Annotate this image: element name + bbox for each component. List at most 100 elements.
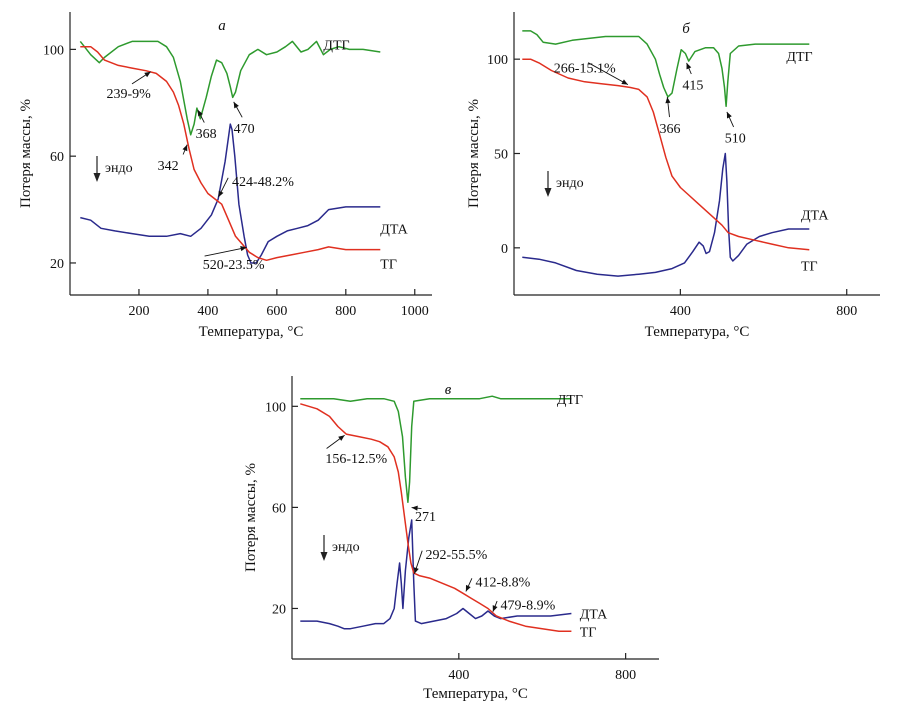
annotation-label: 342: [158, 159, 179, 174]
annotation: 424-48.2%: [218, 175, 294, 198]
y-tick-label: 100: [487, 53, 508, 68]
series-label-dtg: ДТГ: [323, 38, 349, 53]
x-tick-label: 800: [335, 304, 356, 319]
annotation-label: 266-15.1%: [554, 62, 616, 77]
annotation: 412-8.8%: [465, 576, 531, 592]
annotation-label: 470: [234, 122, 255, 137]
annotation: 271: [411, 505, 436, 525]
series-label-tg: ТГ: [580, 625, 597, 640]
y-tick-label: 0: [501, 242, 508, 257]
y-axis-title: Потеря массы, %: [18, 99, 34, 208]
annotation: 520-23.5%: [203, 246, 265, 273]
series-line-tg: [80, 45, 381, 262]
endo-indicator: эндо: [320, 535, 360, 561]
annotation-label: 424-48.2%: [232, 175, 294, 190]
y-axis-title: Потеря массы, %: [243, 463, 259, 572]
series-line-dta: [522, 152, 810, 277]
x-tick-label: 400: [448, 668, 469, 683]
x-tick-label: 800: [836, 304, 857, 319]
endo-label: эндо: [105, 161, 133, 176]
annotation-arrow-icon: [465, 584, 471, 592]
endo-indicator: эндо: [93, 156, 133, 182]
annotation-arrow-icon: [492, 605, 498, 612]
y-tick-label: 50: [494, 148, 508, 163]
x-axis-title: Температура, °C: [645, 324, 750, 340]
panel-a: 200 400 600 800 1000 20 60 100 Температура, °C По…: [18, 12, 432, 340]
series-line-dta: [80, 123, 381, 264]
annotation-label: 368: [196, 127, 217, 142]
x-tick-label: 800: [615, 668, 636, 683]
annotation-arrow-icon: [144, 71, 151, 78]
y-tick-label: 20: [272, 602, 286, 617]
series-label-dta: ДТА: [380, 223, 408, 238]
series-label-dta: ДТА: [580, 608, 608, 623]
y-axis-title: Потеря массы, %: [466, 99, 482, 208]
annotation: 266-15.1%: [554, 62, 629, 85]
annotation-label: 412-8.8%: [476, 576, 531, 591]
annotation: 479-8.9%: [492, 598, 556, 613]
x-tick-label: 600: [266, 304, 287, 319]
endo-arrowhead-icon: [320, 552, 328, 561]
annotation-label: 292-55.5%: [425, 548, 487, 563]
annotation-label: 520-23.5%: [203, 258, 265, 273]
x-tick-label: 1000: [401, 304, 429, 319]
annotation-label: 156-12.5%: [325, 452, 387, 467]
series-label-dtg: ДТГ: [786, 50, 812, 65]
y-tick-label: 60: [50, 150, 64, 165]
annotation-label: 510: [725, 132, 746, 147]
endo-label: эндо: [332, 540, 360, 555]
y-tick-label: 20: [50, 257, 64, 272]
series-line-dta: [300, 519, 572, 630]
annotation: 366: [659, 96, 680, 137]
annotation-label: 366: [659, 122, 680, 137]
annotation-leader: [587, 62, 629, 85]
annotation-arrow-icon: [665, 97, 671, 104]
panel-letter: б: [682, 21, 690, 37]
endo-arrowhead-icon: [544, 188, 552, 197]
series-line-dtg: [522, 30, 810, 108]
series-line-tg: [522, 58, 810, 251]
series-label-tg: ТГ: [801, 259, 818, 274]
series-label-dtg: ДТГ: [557, 393, 583, 408]
x-axis-title: Температура, °C: [199, 324, 304, 340]
series-label-dta: ДТА: [801, 209, 829, 224]
annotation-label: 239-9%: [106, 87, 151, 102]
annotation-arrow-icon: [240, 246, 247, 252]
annotation-arrow-icon: [686, 62, 692, 70]
annotation-arrow-icon: [411, 505, 418, 511]
series-label-tg: ТГ: [380, 257, 397, 272]
annotation-label: 271: [415, 510, 436, 525]
annotation-leader: [204, 246, 247, 257]
annotation-arrow-icon: [218, 190, 224, 198]
endo-indicator: эндо: [544, 171, 584, 197]
annotation-label: 479-8.9%: [501, 598, 556, 613]
endo-label: эндо: [556, 176, 584, 191]
y-tick-label: 60: [272, 501, 286, 516]
annotation: 292-55.5%: [413, 548, 488, 574]
y-tick-label: 100: [43, 43, 64, 58]
annotation: 156-12.5%: [325, 434, 388, 467]
annotation-arrow-icon: [197, 109, 203, 117]
panel-letter: в: [445, 382, 452, 398]
series-line-tg: [300, 403, 572, 632]
series-line-dtg: [300, 395, 572, 504]
annotation-arrow-icon: [182, 144, 188, 152]
annotation-arrow-icon: [413, 567, 419, 574]
y-tick-label: 100: [265, 400, 286, 415]
x-tick-label: 200: [128, 304, 149, 319]
annotation: 342: [158, 144, 188, 174]
endo-arrowhead-icon: [93, 173, 101, 182]
x-tick-label: 400: [197, 304, 218, 319]
annotation-label: 415: [682, 79, 703, 94]
annotation: 415: [682, 62, 703, 94]
panel-c: 400 800 20 60 100 Температура, °C Потеря массы…: [243, 376, 659, 702]
annotation-arrow-icon: [621, 79, 628, 85]
annotation-arrow-icon: [233, 101, 239, 109]
annotation: 510: [725, 111, 746, 147]
annotation: 470: [233, 101, 255, 137]
x-axis-title: Температура, °C: [423, 686, 528, 702]
annotation-arrow-icon: [726, 111, 732, 119]
panel-b: 400 800 0 50 100 Температура, °C Потеря массы,…: [466, 12, 880, 340]
x-tick-label: 400: [670, 304, 691, 319]
